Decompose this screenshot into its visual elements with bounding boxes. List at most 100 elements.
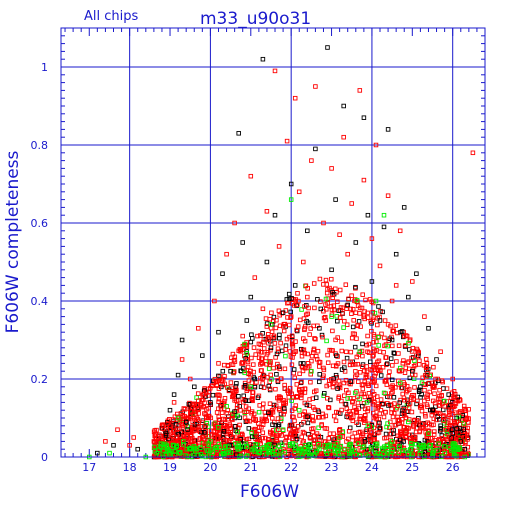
- scatter-point: [286, 395, 292, 400]
- scatter-point: [317, 276, 323, 282]
- scatter-point: [399, 385, 405, 391]
- scatter-point-green: [192, 446, 197, 452]
- scatter-point: [322, 391, 327, 396]
- y-tick-label: 0.2: [31, 373, 49, 386]
- scatter-point: [388, 384, 394, 390]
- scatter-point: [404, 333, 410, 339]
- scatter-point-black: [288, 181, 294, 187]
- scatter-point: [238, 349, 243, 354]
- scatter-point: [335, 354, 340, 359]
- scatter-point-green: [107, 450, 112, 456]
- scatter-point: [317, 372, 322, 377]
- scatter-point-red: [103, 439, 108, 444]
- scatter-point: [249, 396, 255, 401]
- scatter-point: [189, 427, 195, 432]
- chart-subtitle: All chips: [84, 9, 138, 24]
- scatter-point-red: [151, 439, 157, 444]
- scatter-point: [430, 453, 435, 459]
- scatter-point: [365, 406, 371, 411]
- scatter-point: [289, 423, 295, 428]
- scatter-point: [424, 374, 429, 380]
- scatter-point: [174, 444, 179, 450]
- scatter-point: [349, 311, 354, 316]
- scatter-point: [299, 307, 304, 312]
- scatter-point: [230, 417, 235, 423]
- scatter-point-red: [369, 236, 375, 241]
- scatter-point: [181, 439, 186, 444]
- scatter-point: [355, 361, 360, 367]
- scatter-point: [363, 297, 368, 303]
- scatter-point-black: [317, 326, 322, 331]
- scatter-point: [362, 438, 368, 444]
- scatter-point: [157, 432, 162, 437]
- scatter-point: [372, 373, 377, 379]
- scatter-point: [307, 332, 312, 337]
- scatter-point: [294, 328, 300, 334]
- scatter-point: [323, 448, 328, 454]
- scatter-point: [216, 399, 221, 404]
- scatter-point: [356, 379, 361, 384]
- scatter-point: [333, 418, 339, 424]
- scatter-point: [422, 411, 428, 417]
- scatter-point: [281, 400, 286, 406]
- scatter-point: [409, 441, 414, 446]
- scatter-point: [383, 409, 388, 415]
- scatter-point: [385, 343, 390, 349]
- scatter-point: [301, 438, 306, 444]
- scatter-point: [349, 449, 354, 455]
- scatter-point: [209, 383, 214, 389]
- scatter-point: [220, 435, 226, 441]
- scatter-point: [425, 404, 430, 409]
- scatter-point-red: [296, 189, 302, 195]
- scatter-point: [342, 393, 347, 398]
- scatter-point: [299, 395, 304, 401]
- scatter-point: [271, 335, 277, 341]
- scatter-point: [393, 323, 399, 328]
- scatter-point: [456, 410, 462, 415]
- scatter-point: [365, 408, 370, 414]
- scatter-point: [423, 356, 429, 362]
- scatter-point-black: [264, 259, 270, 265]
- scatter-point-green: [406, 419, 411, 425]
- scatter-point: [263, 316, 269, 321]
- scatter-point: [357, 416, 362, 422]
- scatter-point: [341, 447, 347, 453]
- scatter-point: [215, 427, 220, 433]
- scatter-point: [390, 363, 395, 368]
- scatter-point: [261, 419, 267, 424]
- scatter-point: [267, 401, 273, 406]
- scatter-point: [398, 385, 404, 390]
- scatter-point: [360, 403, 365, 409]
- scatter-point: [280, 323, 286, 329]
- scatter-point: [370, 309, 375, 315]
- scatter-point: [222, 374, 227, 379]
- scatter-point: [360, 292, 365, 297]
- scatter-point: [355, 322, 361, 328]
- scatter-point: [217, 417, 223, 422]
- scatter-point-black: [179, 337, 185, 343]
- scatter-point: [266, 366, 272, 371]
- scatter-point: [286, 296, 292, 302]
- scatter-point: [176, 426, 182, 431]
- scatter-point: [384, 443, 390, 449]
- scatter-point: [376, 304, 381, 309]
- scatter-point-black: [414, 271, 419, 276]
- scatter-point: [365, 315, 371, 320]
- scatter-point: [273, 325, 279, 331]
- scatter-point-red: [260, 306, 266, 312]
- scatter-point-black: [268, 345, 274, 351]
- scatter-point: [285, 300, 290, 306]
- scatter-point-green: [418, 443, 423, 448]
- scatter-point-red: [325, 287, 330, 292]
- scatter-point-black: [313, 146, 318, 152]
- scatter-point: [258, 333, 263, 338]
- scatter-point: [157, 444, 163, 449]
- scatter-point: [354, 354, 360, 360]
- scatter-point: [441, 386, 446, 391]
- x-tick-label: 21: [244, 461, 258, 474]
- scatter-point: [288, 315, 293, 320]
- scatter-point: [272, 341, 278, 346]
- scatter-point: [249, 410, 254, 416]
- scatter-point-black: [272, 212, 278, 218]
- scatter-point: [336, 396, 341, 401]
